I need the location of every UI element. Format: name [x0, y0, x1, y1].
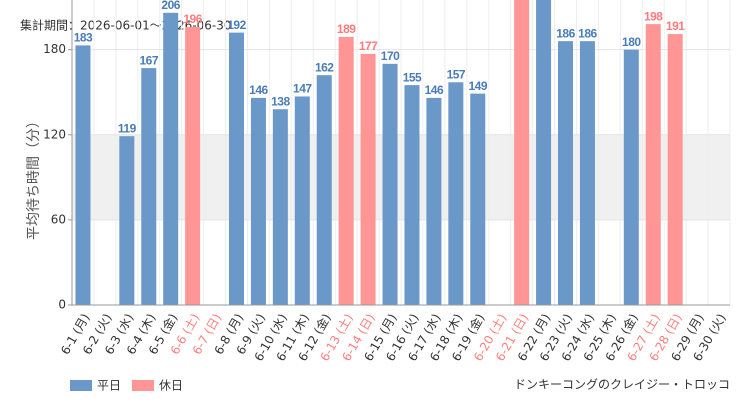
value-label: 157: [447, 67, 466, 81]
bar: [448, 82, 464, 305]
y-tick-label: 120: [43, 127, 66, 141]
value-label: 206: [161, 0, 180, 12]
value-label: 192: [227, 18, 246, 32]
bar: [272, 109, 288, 305]
bar: [558, 41, 573, 305]
bar: [579, 41, 595, 305]
bar: [294, 96, 310, 305]
value-label: 138: [271, 94, 290, 108]
footer: ドンキーコングのクレイジー・トロッコ: [514, 378, 730, 392]
bar: [623, 49, 639, 305]
bar: [536, 0, 552, 305]
legend-swatch: [132, 380, 154, 391]
legend-label: 平日: [97, 379, 121, 393]
value-label: 146: [425, 83, 444, 97]
value-label: 146: [249, 83, 268, 97]
bar: [360, 53, 376, 305]
value-label: 167: [140, 53, 159, 67]
bar: [316, 75, 332, 305]
bar: [426, 97, 442, 305]
value-label: 191: [666, 19, 685, 33]
bar: [75, 45, 91, 305]
bar: [667, 34, 683, 305]
value-label: 119: [118, 121, 137, 135]
bar: [645, 24, 661, 305]
bar: [119, 136, 135, 305]
bar: [382, 63, 398, 305]
plot-area: 1831191672061921461381471621701551461571…: [72, 0, 731, 305]
bar: [404, 85, 420, 305]
value-label: 162: [315, 60, 334, 74]
bar: [229, 32, 244, 305]
value-label: 147: [293, 82, 312, 96]
bar: [470, 93, 486, 305]
value-label: 189: [337, 22, 356, 36]
value-label: 183: [74, 31, 93, 45]
y-tick-label: 60: [51, 212, 66, 226]
y-tick-label: 0: [58, 298, 66, 312]
bar: [141, 68, 157, 305]
value-label: 186: [578, 26, 597, 40]
bar: [163, 12, 179, 305]
value-label: 196: [183, 12, 202, 26]
value-label: 149: [469, 79, 488, 93]
legend-label: 休日: [159, 379, 183, 393]
y-axis-label: 平均待ち時間（分）: [26, 114, 42, 240]
value-label: 186: [556, 26, 575, 40]
value-label: 198: [644, 9, 663, 23]
bar: [250, 97, 266, 305]
bar: [338, 36, 354, 305]
value-label: 155: [403, 70, 422, 84]
value-label: 177: [359, 39, 378, 53]
legend-swatch: [70, 380, 92, 391]
y-tick-label: 180: [43, 42, 66, 56]
bar: [514, 0, 530, 305]
chart-title: 集計期間：2026-06-01～2026-06-30: [20, 18, 231, 33]
value-label: 180: [622, 35, 641, 49]
bar: [185, 26, 201, 305]
value-label: 170: [381, 49, 400, 63]
